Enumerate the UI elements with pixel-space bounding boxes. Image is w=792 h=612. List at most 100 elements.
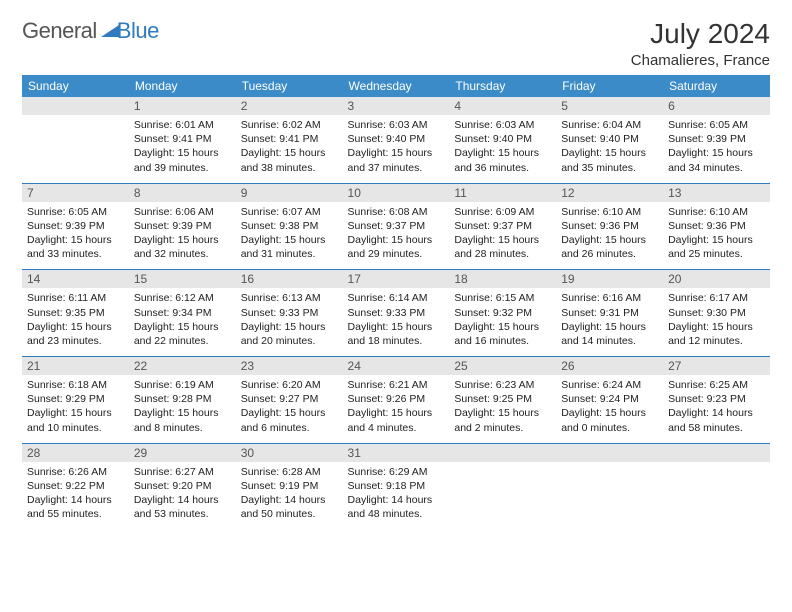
sunset-text: Sunset: 9:40 PM <box>561 132 658 146</box>
daylight-text: and 25 minutes. <box>668 247 765 261</box>
sunrise-text: Sunrise: 6:03 AM <box>454 118 551 132</box>
sunrise-text: Sunrise: 6:10 AM <box>668 205 765 219</box>
sunset-text: Sunset: 9:37 PM <box>348 219 445 233</box>
daylight-text: Daylight: 15 hours <box>348 233 445 247</box>
day-detail-cell: Sunrise: 6:19 AMSunset: 9:28 PMDaylight:… <box>129 375 236 443</box>
day-detail-cell <box>22 115 129 183</box>
day-detail-cell: Sunrise: 6:10 AMSunset: 9:36 PMDaylight:… <box>556 202 663 270</box>
sunrise-text: Sunrise: 6:27 AM <box>134 465 231 479</box>
weekday-header-row: Sunday Monday Tuesday Wednesday Thursday… <box>22 75 770 97</box>
day-detail-cell <box>663 462 770 530</box>
sunrise-text: Sunrise: 6:24 AM <box>561 378 658 392</box>
day-number-cell: 5 <box>556 97 663 115</box>
daylight-text: Daylight: 15 hours <box>241 406 338 420</box>
sunset-text: Sunset: 9:34 PM <box>134 306 231 320</box>
day-detail-cell: Sunrise: 6:09 AMSunset: 9:37 PMDaylight:… <box>449 202 556 270</box>
sunrise-text: Sunrise: 6:02 AM <box>241 118 338 132</box>
sunrise-text: Sunrise: 6:21 AM <box>348 378 445 392</box>
day-number-row: 123456 <box>22 97 770 115</box>
daylight-text: and 55 minutes. <box>27 507 124 521</box>
daylight-text: and 4 minutes. <box>348 421 445 435</box>
sunrise-text: Sunrise: 6:13 AM <box>241 291 338 305</box>
sunset-text: Sunset: 9:39 PM <box>134 219 231 233</box>
sunset-text: Sunset: 9:33 PM <box>348 306 445 320</box>
sunrise-text: Sunrise: 6:29 AM <box>348 465 445 479</box>
daylight-text: Daylight: 15 hours <box>348 146 445 160</box>
day-number-cell: 27 <box>663 357 770 375</box>
daylight-text: Daylight: 15 hours <box>454 233 551 247</box>
location-subtitle: Chamalieres, France <box>631 52 770 69</box>
day-number-cell: 22 <box>129 357 236 375</box>
daylight-text: and 0 minutes. <box>561 421 658 435</box>
sunset-text: Sunset: 9:22 PM <box>27 479 124 493</box>
daylight-text: and 22 minutes. <box>134 334 231 348</box>
sunset-text: Sunset: 9:41 PM <box>241 132 338 146</box>
sunset-text: Sunset: 9:40 PM <box>348 132 445 146</box>
sunset-text: Sunset: 9:39 PM <box>27 219 124 233</box>
daylight-text: and 10 minutes. <box>27 421 124 435</box>
day-detail-cell: Sunrise: 6:13 AMSunset: 9:33 PMDaylight:… <box>236 288 343 356</box>
sunset-text: Sunset: 9:37 PM <box>454 219 551 233</box>
sunset-text: Sunset: 9:23 PM <box>668 392 765 406</box>
sunrise-text: Sunrise: 6:04 AM <box>561 118 658 132</box>
day-detail-cell: Sunrise: 6:20 AMSunset: 9:27 PMDaylight:… <box>236 375 343 443</box>
daylight-text: and 8 minutes. <box>134 421 231 435</box>
sunrise-text: Sunrise: 6:07 AM <box>241 205 338 219</box>
logo-text-general: General <box>22 18 97 44</box>
day-number-row: 78910111213 <box>22 184 770 202</box>
day-detail-cell: Sunrise: 6:05 AMSunset: 9:39 PMDaylight:… <box>22 202 129 270</box>
day-detail-cell: Sunrise: 6:08 AMSunset: 9:37 PMDaylight:… <box>343 202 450 270</box>
sunrise-text: Sunrise: 6:03 AM <box>348 118 445 132</box>
daylight-text: Daylight: 15 hours <box>561 233 658 247</box>
daylight-text: Daylight: 15 hours <box>134 233 231 247</box>
sunset-text: Sunset: 9:18 PM <box>348 479 445 493</box>
daylight-text: and 33 minutes. <box>27 247 124 261</box>
sunset-text: Sunset: 9:33 PM <box>241 306 338 320</box>
day-detail-cell: Sunrise: 6:24 AMSunset: 9:24 PMDaylight:… <box>556 375 663 443</box>
day-detail-cell: Sunrise: 6:21 AMSunset: 9:26 PMDaylight:… <box>343 375 450 443</box>
daylight-text: Daylight: 15 hours <box>561 320 658 334</box>
daylight-text: Daylight: 15 hours <box>668 233 765 247</box>
day-number-cell: 26 <box>556 357 663 375</box>
day-number-cell: 3 <box>343 97 450 115</box>
day-detail-row: Sunrise: 6:01 AMSunset: 9:41 PMDaylight:… <box>22 115 770 183</box>
header: General Blue July 2024 Chamalieres, Fran… <box>22 18 770 69</box>
daylight-text: and 34 minutes. <box>668 161 765 175</box>
day-number-cell: 17 <box>343 270 450 288</box>
day-number-cell: 19 <box>556 270 663 288</box>
page-title: July 2024 <box>631 18 770 50</box>
day-number-cell: 20 <box>663 270 770 288</box>
day-detail-cell: Sunrise: 6:29 AMSunset: 9:18 PMDaylight:… <box>343 462 450 530</box>
logo-text-blue: Blue <box>117 18 159 44</box>
day-detail-cell: Sunrise: 6:15 AMSunset: 9:32 PMDaylight:… <box>449 288 556 356</box>
day-detail-cell: Sunrise: 6:04 AMSunset: 9:40 PMDaylight:… <box>556 115 663 183</box>
daylight-text: Daylight: 15 hours <box>241 233 338 247</box>
sunrise-text: Sunrise: 6:18 AM <box>27 378 124 392</box>
weekday-header: Monday <box>129 75 236 97</box>
sunset-text: Sunset: 9:24 PM <box>561 392 658 406</box>
day-number-cell: 11 <box>449 184 556 202</box>
day-detail-cell: Sunrise: 6:23 AMSunset: 9:25 PMDaylight:… <box>449 375 556 443</box>
day-detail-cell: Sunrise: 6:14 AMSunset: 9:33 PMDaylight:… <box>343 288 450 356</box>
daylight-text: and 36 minutes. <box>454 161 551 175</box>
daylight-text: and 26 minutes. <box>561 247 658 261</box>
day-detail-row: Sunrise: 6:11 AMSunset: 9:35 PMDaylight:… <box>22 288 770 356</box>
sunrise-text: Sunrise: 6:17 AM <box>668 291 765 305</box>
day-detail-cell: Sunrise: 6:07 AMSunset: 9:38 PMDaylight:… <box>236 202 343 270</box>
daylight-text: Daylight: 15 hours <box>454 146 551 160</box>
daylight-text: Daylight: 15 hours <box>668 320 765 334</box>
day-number-cell: 25 <box>449 357 556 375</box>
day-detail-row: Sunrise: 6:18 AMSunset: 9:29 PMDaylight:… <box>22 375 770 443</box>
sunset-text: Sunset: 9:36 PM <box>668 219 765 233</box>
day-number-cell: 8 <box>129 184 236 202</box>
day-detail-cell: Sunrise: 6:17 AMSunset: 9:30 PMDaylight:… <box>663 288 770 356</box>
daylight-text: Daylight: 15 hours <box>454 406 551 420</box>
day-number-cell: 13 <box>663 184 770 202</box>
day-number-cell: 15 <box>129 270 236 288</box>
sunrise-text: Sunrise: 6:16 AM <box>561 291 658 305</box>
day-detail-cell: Sunrise: 6:11 AMSunset: 9:35 PMDaylight:… <box>22 288 129 356</box>
daylight-text: Daylight: 15 hours <box>241 146 338 160</box>
daylight-text: and 23 minutes. <box>27 334 124 348</box>
daylight-text: and 14 minutes. <box>561 334 658 348</box>
sunset-text: Sunset: 9:27 PM <box>241 392 338 406</box>
